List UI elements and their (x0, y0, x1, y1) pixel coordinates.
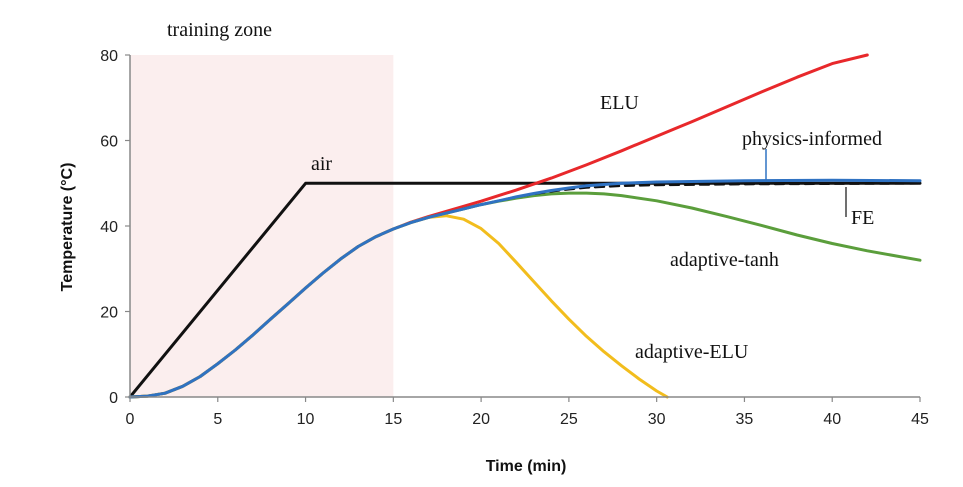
ticks-layer: 0 5 10 15 20 25 30 35 40 45 0 20 40 60 80 (100, 48, 929, 428)
y-tick-label: 60 (100, 134, 118, 151)
training-zone-shade (130, 55, 394, 397)
annotation-training-zone: training zone (167, 19, 272, 41)
x-tick-label: 40 (823, 411, 841, 428)
annotation-air: air (311, 153, 332, 175)
annotation-adaptive-elu: adaptive-ELU (635, 341, 749, 363)
x-tick-label: 30 (648, 411, 666, 428)
series-layer (128, 53, 922, 399)
x-tick-label: 20 (472, 411, 490, 428)
annotation-fe: FE (851, 207, 874, 229)
x-tick-label: 25 (560, 411, 578, 428)
x-tick-label: 0 (126, 411, 135, 428)
y-tick-label: 40 (100, 219, 118, 236)
x-tick-label: 5 (213, 411, 222, 428)
x-tick-label: 10 (297, 411, 315, 428)
x-tick-label: 35 (736, 411, 754, 428)
x-tick-label: 45 (911, 411, 929, 428)
annotation-adaptive-tanh: adaptive-tanh (670, 249, 779, 271)
y-tick-label: 0 (109, 390, 118, 407)
x-tick-label: 15 (384, 411, 402, 428)
annotation-physics-informed: physics-informed (742, 128, 882, 150)
y-axis-title: Temperature (°C) (59, 163, 76, 292)
y-tick-label: 20 (100, 305, 118, 322)
series-line-physics-informed (128, 178, 922, 399)
annotation-elu: ELU (600, 92, 639, 114)
x-axis-title: Time (min) (486, 458, 567, 475)
y-tick-label: 80 (100, 48, 118, 65)
